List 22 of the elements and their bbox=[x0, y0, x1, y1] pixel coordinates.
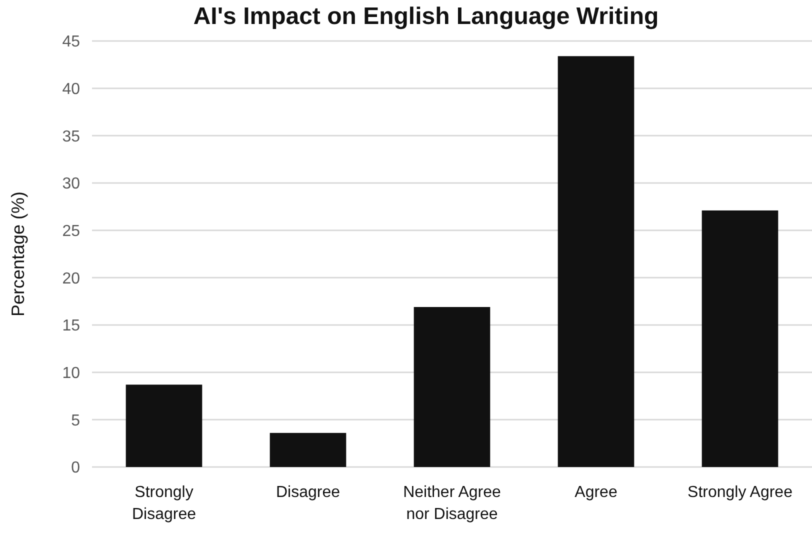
bar bbox=[702, 210, 778, 467]
y-tick-label: 5 bbox=[71, 412, 80, 430]
y-tick-label: 15 bbox=[62, 318, 80, 335]
bar bbox=[270, 432, 346, 467]
y-tick-label: 10 bbox=[62, 364, 80, 382]
x-tick-label: Neither Agree nor Disagree bbox=[403, 484, 502, 523]
y-tick-label: 20 bbox=[62, 270, 80, 288]
y-tick-label: 45 bbox=[62, 34, 80, 51]
y-tick-label: 30 bbox=[62, 176, 80, 193]
x-tick-label: Agree bbox=[574, 484, 618, 501]
y-axis-title: Percentage (%) bbox=[8, 191, 28, 317]
y-tick-label: 40 bbox=[62, 80, 80, 98]
chart-title: AI's Impact on English Language Writing bbox=[193, 3, 659, 30]
y-tick-label: 25 bbox=[62, 222, 80, 240]
y-tick-label: 0 bbox=[71, 460, 80, 477]
bar bbox=[126, 384, 202, 467]
bar bbox=[558, 56, 634, 467]
y-tick-label: 35 bbox=[62, 128, 80, 146]
bar bbox=[414, 307, 490, 467]
x-tick-label: Strongly Disagree bbox=[132, 484, 196, 523]
x-tick-label: Disagree bbox=[276, 484, 340, 501]
x-tick-label: Strongly Agree bbox=[688, 484, 793, 501]
